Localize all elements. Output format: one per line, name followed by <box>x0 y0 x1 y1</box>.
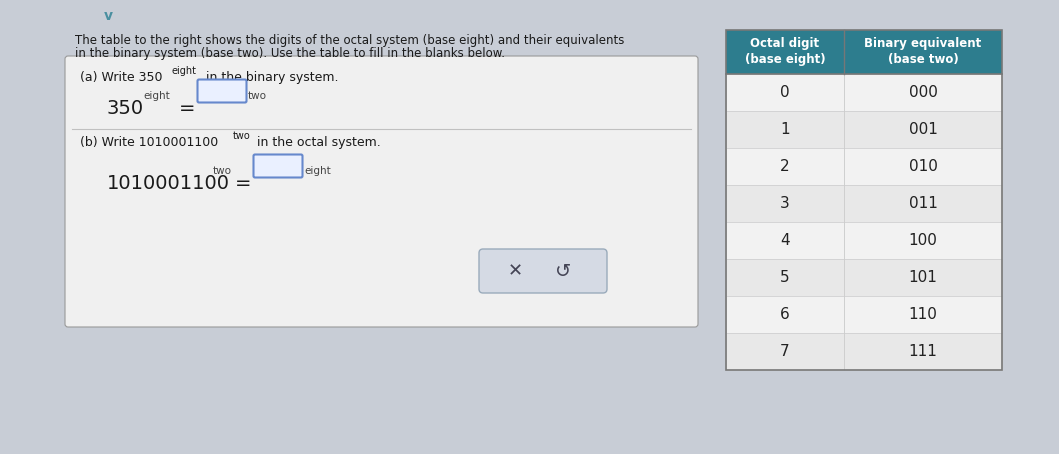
Text: two: two <box>248 91 267 101</box>
Text: 0: 0 <box>780 85 790 100</box>
Bar <box>726 296 844 333</box>
Bar <box>844 185 1002 222</box>
Text: in the binary system (base two). Use the table to fill in the blanks below.: in the binary system (base two). Use the… <box>75 47 505 60</box>
Bar <box>726 74 844 111</box>
Bar <box>726 333 844 370</box>
Bar <box>726 111 844 148</box>
Text: 000: 000 <box>909 85 937 100</box>
Text: 101: 101 <box>909 270 937 285</box>
Text: eight: eight <box>304 166 330 176</box>
Text: 2: 2 <box>780 159 790 174</box>
Text: 001: 001 <box>909 122 937 137</box>
Bar <box>726 259 844 296</box>
Text: v: v <box>104 9 112 23</box>
Text: ✕: ✕ <box>507 262 522 280</box>
Bar <box>844 296 1002 333</box>
FancyBboxPatch shape <box>65 56 698 327</box>
Bar <box>726 222 844 259</box>
Bar <box>844 30 1002 74</box>
Bar <box>844 259 1002 296</box>
Bar <box>726 148 844 185</box>
Text: Binary equivalent
(base two): Binary equivalent (base two) <box>864 38 982 66</box>
Text: two: two <box>233 131 251 141</box>
Text: 6: 6 <box>780 307 790 322</box>
Bar <box>844 222 1002 259</box>
Bar <box>726 30 844 74</box>
Text: 110: 110 <box>909 307 937 322</box>
Text: (a) Write 350: (a) Write 350 <box>80 71 162 84</box>
Text: Octal digit
(base eight): Octal digit (base eight) <box>744 38 825 66</box>
Text: =: = <box>179 99 196 118</box>
Text: eight: eight <box>170 66 196 76</box>
Text: in the octal system.: in the octal system. <box>253 136 381 149</box>
Text: The table to the right shows the digits of the octal system (base eight) and the: The table to the right shows the digits … <box>75 34 625 47</box>
Bar <box>726 30 1002 370</box>
Text: two: two <box>213 166 232 176</box>
FancyBboxPatch shape <box>479 249 607 293</box>
Text: 7: 7 <box>780 344 790 359</box>
Text: 350: 350 <box>107 99 144 118</box>
Text: 3: 3 <box>780 196 790 211</box>
Bar <box>844 74 1002 111</box>
Text: =: = <box>235 174 251 193</box>
Text: 4: 4 <box>780 233 790 248</box>
Text: 1010001100: 1010001100 <box>107 174 230 193</box>
Text: 100: 100 <box>909 233 937 248</box>
Text: 111: 111 <box>909 344 937 359</box>
Text: eight: eight <box>143 91 169 101</box>
Text: 1: 1 <box>780 122 790 137</box>
Text: (b) Write 1010001100: (b) Write 1010001100 <box>80 136 218 149</box>
Text: 010: 010 <box>909 159 937 174</box>
Text: 011: 011 <box>909 196 937 211</box>
Text: in the binary system.: in the binary system. <box>202 71 339 84</box>
Text: ↺: ↺ <box>555 262 571 281</box>
Bar <box>726 185 844 222</box>
Bar <box>844 148 1002 185</box>
Bar <box>844 111 1002 148</box>
FancyBboxPatch shape <box>197 79 247 103</box>
FancyBboxPatch shape <box>253 154 303 178</box>
Text: 5: 5 <box>780 270 790 285</box>
Bar <box>844 333 1002 370</box>
